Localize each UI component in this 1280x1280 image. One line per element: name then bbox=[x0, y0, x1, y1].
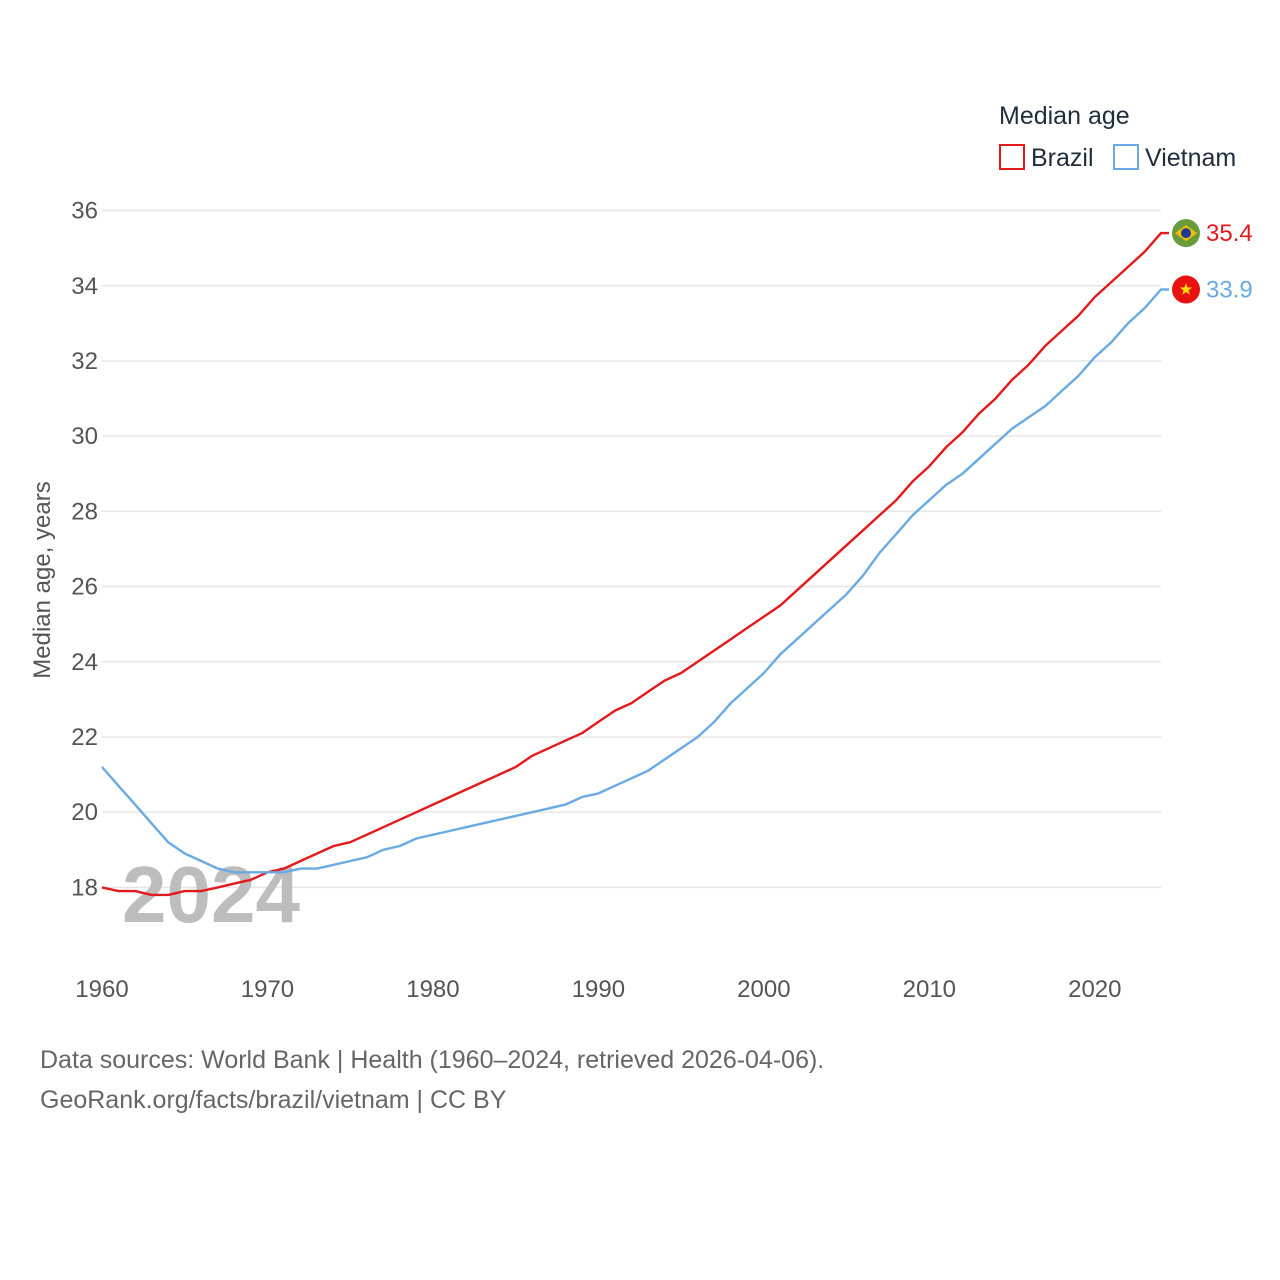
series-line-brazil[interactable] bbox=[101, 231, 1169, 897]
legend-swatch-vietnam bbox=[1113, 144, 1139, 170]
legend: Median age Brazil Vietnam bbox=[999, 102, 1236, 172]
x-tick-label: 1990 bbox=[572, 976, 625, 1003]
x-tick-label: 1970 bbox=[241, 976, 294, 1003]
y-tick-label: 36 bbox=[71, 198, 98, 225]
end-value-brazil: 35.4 bbox=[1206, 220, 1253, 247]
legend-title: Median age bbox=[999, 102, 1130, 130]
y-axis-label: Median age, years bbox=[29, 481, 56, 678]
x-tick-label: 2010 bbox=[903, 976, 956, 1003]
legend-swatch-brazil bbox=[999, 144, 1025, 170]
x-tick-label: 2000 bbox=[737, 976, 790, 1003]
series-line-vietnam[interactable] bbox=[101, 288, 1169, 874]
footer: Data sources: World Bank | Health (1960–… bbox=[40, 1040, 824, 1120]
x-tick-label: 1980 bbox=[406, 976, 459, 1003]
y-tick-label: 22 bbox=[71, 724, 98, 751]
y-tick-label: 20 bbox=[71, 799, 98, 826]
legend-item-brazil[interactable]: Brazil bbox=[999, 144, 1094, 172]
series-lines bbox=[101, 231, 1169, 897]
y-tick-label: 26 bbox=[71, 574, 98, 601]
y-tick-label: 32 bbox=[71, 348, 98, 375]
x-tick-label: 2020 bbox=[1068, 976, 1121, 1003]
vietnam-flag-icon bbox=[1172, 275, 1200, 304]
end-labels: 35.4 33.9 bbox=[1172, 219, 1253, 304]
legend-item-vietnam[interactable]: Vietnam bbox=[1113, 144, 1236, 172]
y-tick-label: 30 bbox=[71, 423, 98, 450]
data-source-note: Data sources: World Bank | Health (1960–… bbox=[40, 1046, 825, 1074]
end-value-vietnam: 33.9 bbox=[1206, 277, 1253, 304]
y-tick-label: 18 bbox=[71, 874, 98, 901]
y-tick-label: 28 bbox=[71, 498, 98, 525]
legend-label-vietnam: Vietnam bbox=[1145, 144, 1236, 172]
legend-label-brazil: Brazil bbox=[1031, 144, 1094, 172]
x-axis-ticks: 1960 1970 1980 1990 2000 2010 2020 bbox=[75, 976, 1121, 1003]
brazil-flag-icon bbox=[1172, 219, 1200, 248]
attribution-link[interactable]: GeoRank.org/facts/brazil/vietnam | CC BY bbox=[40, 1086, 507, 1114]
y-axis-ticks: 18 20 22 24 26 28 30 32 34 36 bbox=[71, 198, 98, 902]
y-tick-label: 24 bbox=[71, 649, 98, 676]
gridlines bbox=[102, 209, 1161, 889]
x-tick-label: 1960 bbox=[75, 976, 128, 1003]
y-tick-label: 34 bbox=[71, 273, 98, 300]
